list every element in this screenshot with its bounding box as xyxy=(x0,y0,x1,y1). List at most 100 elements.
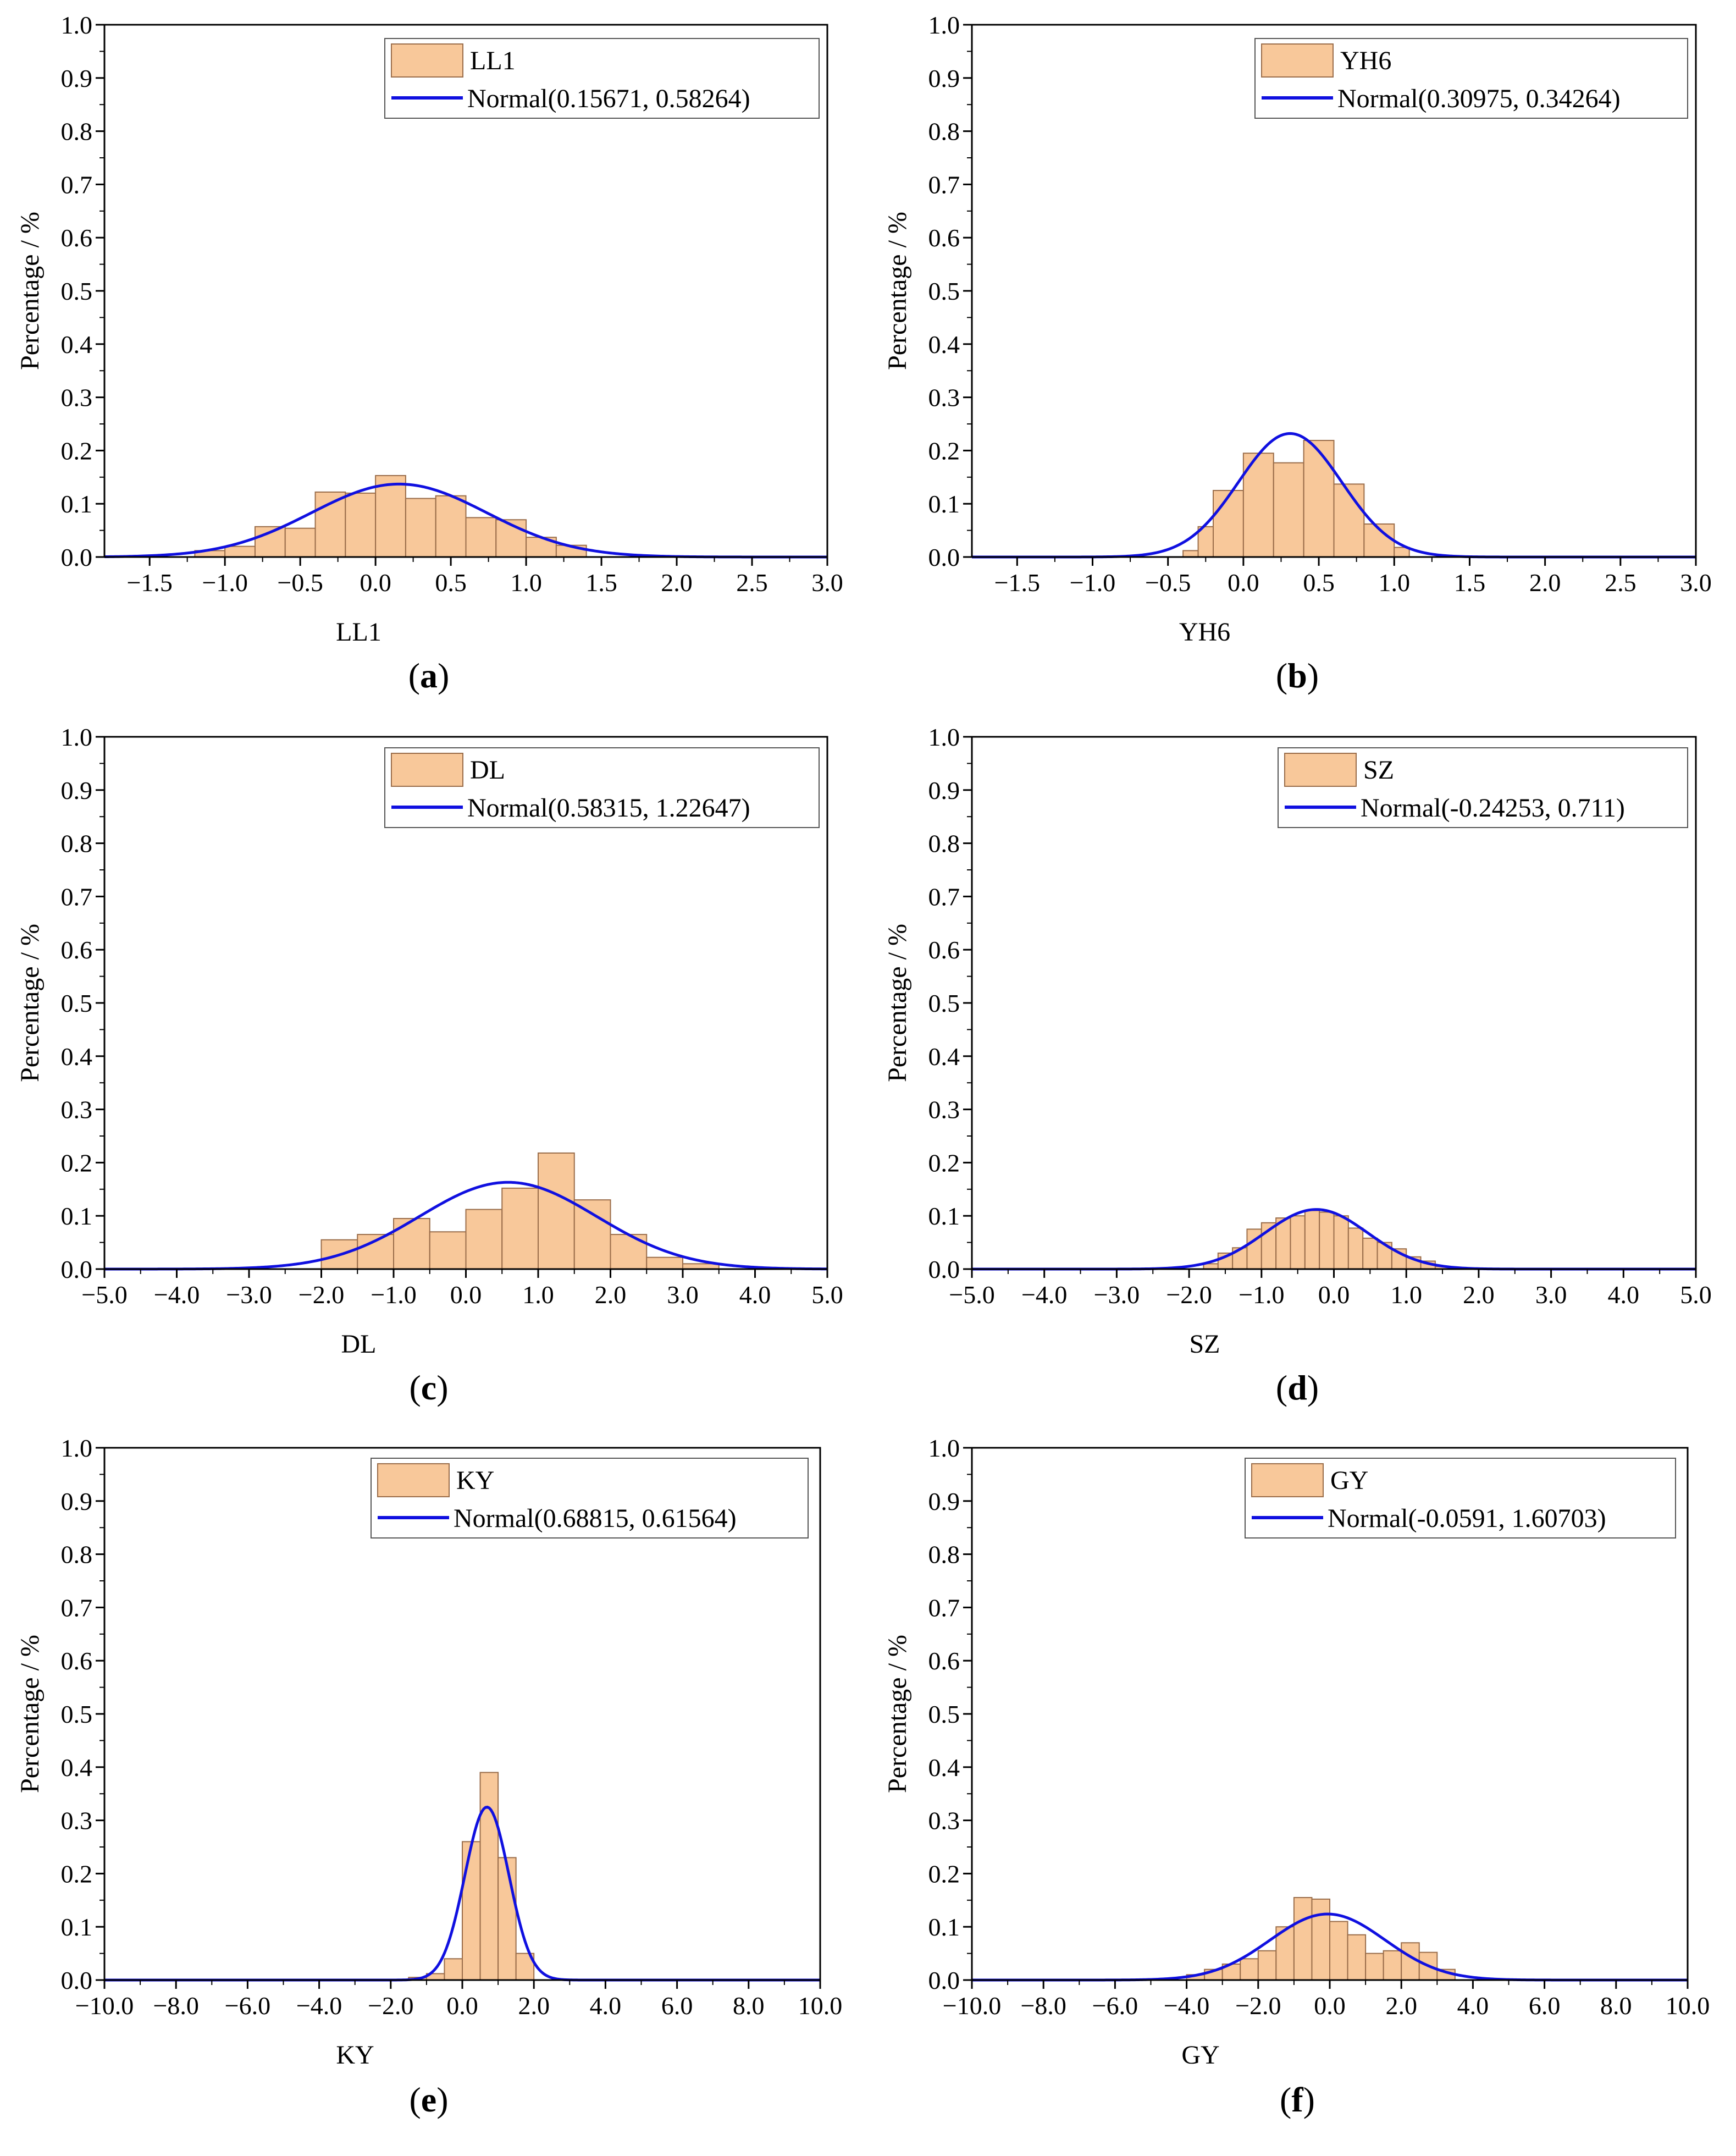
legend-hist-label: DL xyxy=(470,756,505,785)
histogram-bar xyxy=(1365,1953,1384,1981)
panel-label: (f) xyxy=(1280,2080,1315,2119)
x-tick-label: −5.0 xyxy=(81,1281,127,1309)
legend-fit-label: Normal(0.30975, 0.34264) xyxy=(1337,84,1621,113)
x-tick-label: 0.5 xyxy=(435,569,467,597)
x-tick-label: −10.0 xyxy=(75,1992,134,2020)
x-tick-label: 0.0 xyxy=(1228,569,1259,597)
y-tick-label: 0.0 xyxy=(928,543,960,571)
x-tick-label: −1.5 xyxy=(994,569,1040,597)
x-tick-label: −1.0 xyxy=(1070,569,1115,597)
y-tick-label: 0.1 xyxy=(928,1202,960,1230)
panel-label-letter: d xyxy=(1287,1368,1307,1407)
histogram-bar xyxy=(1311,1898,1330,1981)
histogram-bar xyxy=(1290,1215,1306,1270)
histogram-bar xyxy=(1304,1210,1320,1270)
y-tick-label: 1.0 xyxy=(61,723,93,751)
y-tick-label: 0.1 xyxy=(928,1913,960,1941)
x-tick-label: 5.0 xyxy=(1680,1281,1712,1309)
y-tick-label: 0.9 xyxy=(61,1487,93,1515)
histogram-bar xyxy=(646,1256,683,1270)
x-tick-label: 0.0 xyxy=(360,569,391,597)
histogram-bar xyxy=(479,1772,499,1981)
x-tick-label: 10.0 xyxy=(798,1992,843,2020)
y-tick-label: 1.0 xyxy=(928,1434,960,1462)
x-tick-label: 4.0 xyxy=(739,1281,771,1309)
histogram-bar xyxy=(1347,1227,1364,1270)
x-tick-label: −2.0 xyxy=(1235,1992,1281,2020)
y-tick-label: 0.8 xyxy=(928,118,960,146)
legend-swatch xyxy=(1284,753,1357,787)
y-tick-label: 0.4 xyxy=(61,1043,93,1071)
y-tick-label: 0.5 xyxy=(928,1700,960,1728)
x-axis-title: GY xyxy=(1181,2041,1219,2070)
x-tick-label: 2.0 xyxy=(661,569,693,597)
panel-label-letter: c xyxy=(421,1368,436,1407)
histogram-bar xyxy=(1242,453,1274,558)
histogram-bar xyxy=(1333,483,1365,558)
histogram-bar xyxy=(1293,1896,1313,1981)
x-tick-label: 2.5 xyxy=(1605,569,1637,597)
y-tick-label: 0.7 xyxy=(61,170,93,198)
x-tick-label: 2.5 xyxy=(736,569,768,597)
x-tick-label: −8.0 xyxy=(1020,1992,1066,2020)
histogram-bar xyxy=(1329,1921,1348,1981)
x-axis-title: DL xyxy=(341,1330,377,1359)
legend-hist-label: YH6 xyxy=(1340,46,1391,75)
x-tick-label: 3.0 xyxy=(667,1281,699,1309)
x-tick-label: 1.0 xyxy=(1379,569,1411,597)
x-tick-label: 0.0 xyxy=(450,1281,482,1309)
x-tick-label: −3.0 xyxy=(226,1281,272,1309)
x-tick-label: 1.0 xyxy=(510,569,542,597)
chart-panel-f: 0.0 0.1 0.2 0.3 0.4 0.5 0.6 0.7 0.8 0.9 1.0 −10.0 −8… xyxy=(883,1434,1710,2070)
panel-label-letter: f xyxy=(1291,2080,1303,2119)
y-tick-label: 0.4 xyxy=(928,1043,960,1071)
panel-label-close: ) xyxy=(1307,1368,1319,1407)
histogram-bar xyxy=(462,1841,481,1981)
y-tick-label: 0.5 xyxy=(61,989,93,1017)
x-tick-label: 10.0 xyxy=(1666,1992,1710,2020)
panel-label-letter: e xyxy=(421,2080,436,2119)
y-tick-label: 0.9 xyxy=(928,1487,960,1515)
x-axis-title: KY xyxy=(336,2041,374,2070)
panel-label-letter: a xyxy=(420,656,438,695)
histogram-bar xyxy=(1213,490,1244,558)
y-tick-label: 0.7 xyxy=(61,1593,93,1622)
y-tick-label: 0.7 xyxy=(928,1593,960,1622)
y-tick-label: 0.2 xyxy=(61,1149,93,1177)
histogram-bar xyxy=(224,545,256,558)
y-tick-label: 1.0 xyxy=(928,11,960,39)
x-tick-label: 4.0 xyxy=(590,1992,622,2020)
histogram-bar xyxy=(1182,550,1199,558)
x-tick-label: 0.0 xyxy=(1318,1281,1350,1309)
y-tick-label: 0.7 xyxy=(61,883,93,911)
y-tick-label: 0.6 xyxy=(61,936,93,964)
chart-panel-b: 0.0 0.1 0.2 0.3 0.4 0.5 0.6 0.7 0.8 0.9 1.0 −1.5 −1.… xyxy=(883,11,1712,647)
y-axis-title: Percentage / % xyxy=(15,1635,45,1793)
x-tick-label: −2.0 xyxy=(368,1992,413,2020)
y-tick-label: 0.1 xyxy=(61,1913,93,1941)
y-tick-label: 0.6 xyxy=(928,1647,960,1675)
y-tick-label: 0.6 xyxy=(61,1647,93,1675)
panel-label-open: ( xyxy=(1276,656,1287,695)
x-tick-label: −1.0 xyxy=(1239,1281,1284,1309)
y-tick-label: 1.0 xyxy=(61,1434,93,1462)
y-tick-label: 0.8 xyxy=(928,830,960,858)
y-tick-label: 0.8 xyxy=(61,830,93,858)
x-tick-label: −1.0 xyxy=(202,569,247,597)
histogram-bar xyxy=(444,1958,463,1981)
x-tick-label: 6.0 xyxy=(1529,1992,1561,2020)
y-tick-label: 0.6 xyxy=(928,224,960,252)
y-tick-label: 0.6 xyxy=(928,936,960,964)
x-tick-label: 1.5 xyxy=(1454,569,1486,597)
y-tick-label: 0.0 xyxy=(928,1966,960,1994)
y-tick-label: 0.3 xyxy=(61,1807,93,1835)
histogram-bar xyxy=(1273,462,1304,558)
y-tick-label: 0.2 xyxy=(928,1149,960,1177)
y-tick-label: 0.9 xyxy=(928,776,960,804)
histogram-bar xyxy=(345,492,377,558)
x-tick-label: −2.0 xyxy=(1166,1281,1212,1309)
x-tick-label: 8.0 xyxy=(733,1992,765,2020)
chart-panel-d: 0.0 0.1 0.2 0.3 0.4 0.5 0.6 0.7 0.8 0.9 1.0 −5.0 −4.… xyxy=(883,723,1712,1359)
x-tick-label: −1.5 xyxy=(126,569,172,597)
